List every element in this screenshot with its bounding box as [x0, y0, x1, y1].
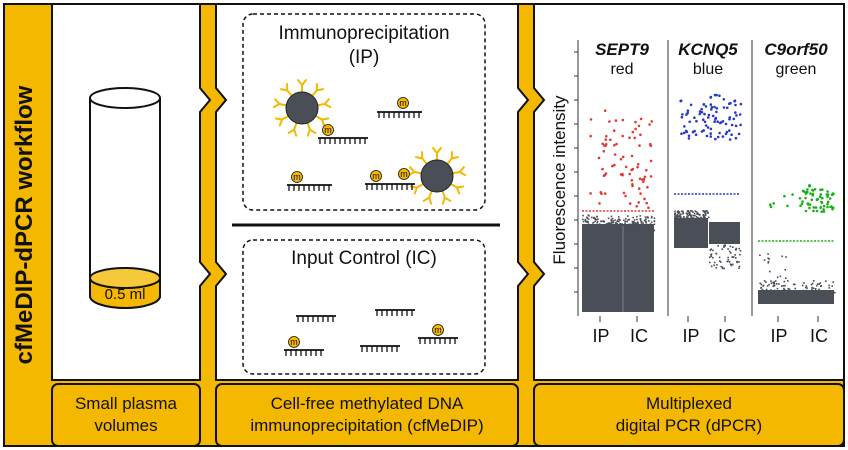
panel-2-label: Cell-free methylated DNA immunoprecipitat…: [250, 394, 484, 435]
methyl-mark: m: [398, 168, 410, 180]
svg-text:m: m: [434, 325, 442, 335]
sept9-negative-cloud: [582, 224, 654, 312]
ic-box: [242, 239, 486, 375]
x-tick-ip-3: IP: [770, 326, 788, 346]
gene-label-kcnq5: KCNQ5 blue: [678, 40, 738, 78]
dpcr-plot: [574, 40, 836, 322]
svg-text:m: m: [399, 98, 407, 108]
plasma-tube: [89, 87, 161, 309]
panel-2-label-box: [215, 383, 519, 447]
kcnq5-positive-droplets: [679, 93, 743, 141]
methyl-mark: m: [397, 97, 409, 109]
x-tick-ip-2: IP: [682, 326, 700, 346]
ic-dna-2: [375, 309, 415, 316]
ip-dna-2: [377, 111, 422, 118]
ip-dna-4: [365, 183, 415, 190]
methyl-mark: m: [432, 324, 444, 336]
bead-2: [407, 147, 467, 205]
c9orf50-negative-cloud: [758, 290, 834, 304]
x-tick-ic-3: IC: [810, 326, 828, 346]
panel-1-label-box: [51, 383, 201, 447]
sept9-sparse-positives: [589, 109, 608, 205]
x-tick-ic-1: IC: [630, 326, 648, 346]
svg-text:m: m: [372, 171, 380, 181]
plasma-surface: [89, 267, 161, 289]
svg-text:m: m: [324, 125, 332, 135]
methyl-mark: m: [291, 171, 303, 183]
ic-dna-4: [360, 345, 400, 352]
gene-label-c9orf50: C9orf50 green: [764, 40, 828, 78]
sept9-cloud-edge: [582, 214, 656, 232]
panel-3-label-box: [533, 383, 845, 447]
x-tick-ic-2: IC: [718, 326, 736, 346]
methyl-mark: m: [370, 170, 382, 182]
ic-dna-3: [284, 349, 324, 356]
ic-title: Input Control (IC): [291, 248, 437, 269]
svg-text:m: m: [400, 169, 408, 179]
kcnq5-ip-edge: [674, 210, 710, 224]
ip-box: [242, 13, 486, 211]
volume-label: 0.5 ml: [104, 286, 146, 303]
ic-dna-1: [296, 315, 336, 322]
ic-dna-5: [418, 337, 458, 344]
svg-text:m: m: [290, 337, 298, 347]
kcnq5-ic-tail: [709, 244, 742, 270]
c9orf50-scatter: [759, 253, 791, 290]
ip-dna-1: [318, 137, 368, 144]
ip-dna-3: [287, 184, 332, 191]
sept9-positive-droplets: [599, 117, 653, 210]
svg-text:m: m: [293, 172, 301, 182]
x-tick-ip-1: IP: [592, 326, 610, 346]
tube-rim: [89, 87, 161, 109]
c9orf50-sparse-positives: [769, 193, 794, 209]
kcnq5-ic-cloud: [709, 222, 740, 244]
panel-3-label: Multiplexed digital PCR (dPCR): [615, 394, 763, 435]
workflow-title: cfMeDIP-dPCR workflow: [11, 85, 38, 365]
gene-label-sept9: SEPT9 red: [595, 40, 649, 78]
panel-1-label: Small plasma volumes: [74, 394, 178, 435]
y-axis-label: Fluorescence intensity: [550, 95, 569, 265]
methyl-mark: m: [322, 124, 334, 136]
ip-title: Immunoprecipitation (IP): [278, 23, 450, 68]
dna-molecules: m m m m m m m: [272, 79, 467, 356]
c9orf50-positive-droplets: [798, 184, 835, 213]
bead-1: [272, 79, 332, 137]
methyl-mark: m: [288, 336, 300, 348]
